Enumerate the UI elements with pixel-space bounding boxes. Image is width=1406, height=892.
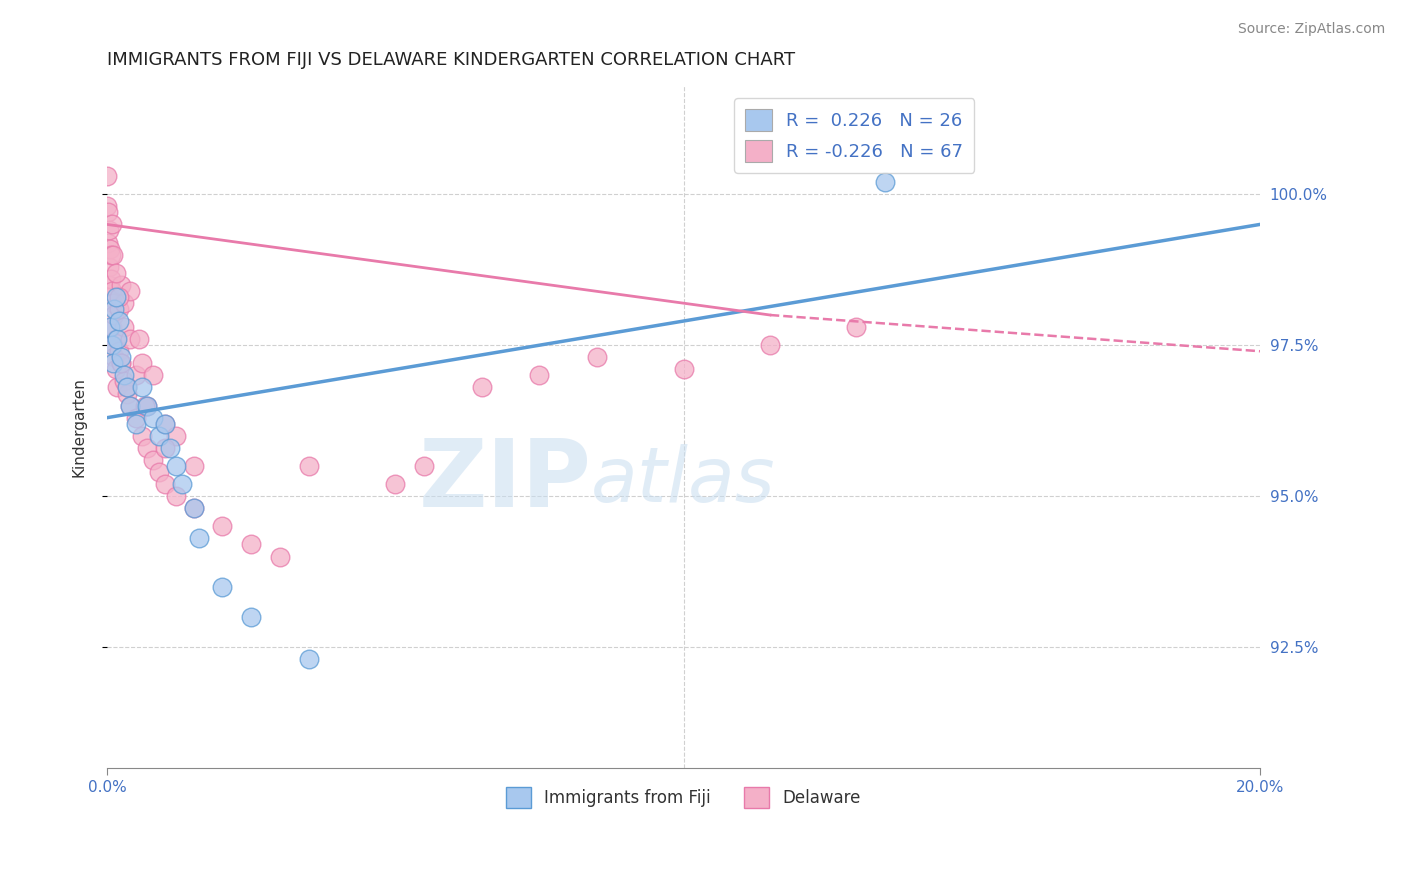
Point (142, 368, 165, 383)
Point (128, 332, 150, 346)
Point (97, 205, 120, 219)
Point (165, 458, 187, 473)
Point (759, 338, 782, 352)
Point (96, 199, 118, 213)
Point (107, 314, 129, 328)
Legend: Immigrants from Fiji, Delaware: Immigrants from Fiji, Delaware (499, 780, 868, 814)
Point (117, 386, 139, 401)
Point (110, 356, 132, 370)
Point (107, 380, 129, 394)
Point (107, 301, 129, 316)
Point (153, 477, 176, 491)
Point (104, 290, 127, 304)
Point (110, 277, 132, 292)
Point (298, 652, 321, 666)
Point (112, 375, 135, 389)
Point (153, 417, 176, 431)
Point (112, 368, 135, 383)
Point (875, 175, 897, 189)
Point (183, 501, 205, 516)
Point (471, 380, 494, 394)
Point (100, 218, 122, 232)
Point (98, 290, 121, 304)
Point (188, 532, 211, 546)
Point (110, 351, 132, 365)
Point (103, 301, 125, 316)
Point (131, 429, 153, 443)
Point (153, 441, 176, 455)
Point (120, 399, 142, 413)
Point (125, 368, 148, 383)
Point (100, 272, 122, 286)
Point (100, 338, 122, 352)
Text: Source: ZipAtlas.com: Source: ZipAtlas.com (1237, 22, 1385, 37)
Point (100, 284, 122, 298)
Point (170, 477, 193, 491)
Point (211, 580, 233, 594)
Point (100, 247, 122, 261)
Point (104, 332, 127, 346)
Point (100, 320, 122, 334)
Point (112, 296, 135, 310)
Point (165, 489, 187, 503)
Point (131, 380, 153, 394)
Point (125, 410, 148, 425)
Point (103, 308, 125, 322)
Point (136, 399, 159, 413)
Point (153, 417, 176, 431)
Point (120, 284, 142, 298)
Point (98, 242, 121, 256)
Point (101, 338, 124, 352)
Point (672, 362, 695, 376)
Point (148, 465, 170, 479)
Point (107, 344, 129, 359)
Point (142, 453, 165, 467)
Point (165, 429, 187, 443)
Text: ZIP: ZIP (419, 435, 592, 527)
Point (107, 290, 129, 304)
Point (413, 458, 436, 473)
Point (104, 362, 127, 376)
Text: IMMIGRANTS FROM FIJI VS DELAWARE KINDERGARTEN CORRELATION CHART: IMMIGRANTS FROM FIJI VS DELAWARE KINDERG… (107, 51, 796, 69)
Point (104, 266, 127, 280)
Point (240, 610, 263, 624)
Point (183, 458, 205, 473)
Point (107, 332, 129, 346)
Point (98, 277, 121, 292)
Point (120, 332, 142, 346)
Point (131, 356, 153, 370)
Point (101, 247, 124, 261)
Point (384, 477, 406, 491)
Point (97, 235, 120, 250)
Point (117, 380, 139, 394)
Point (117, 380, 139, 394)
Point (159, 441, 181, 455)
Point (98, 223, 121, 237)
Point (101, 356, 124, 370)
Point (240, 537, 263, 551)
Point (97, 260, 120, 274)
Point (269, 549, 291, 564)
Point (120, 399, 142, 413)
Point (110, 356, 132, 370)
Point (98, 320, 121, 334)
Y-axis label: Kindergarten: Kindergarten (72, 376, 86, 476)
Point (136, 441, 159, 455)
Point (183, 501, 205, 516)
Point (125, 417, 148, 431)
Point (148, 429, 170, 443)
Point (134, 399, 156, 413)
Point (101, 296, 124, 310)
Point (142, 410, 165, 425)
Point (112, 320, 135, 334)
Point (586, 351, 609, 365)
Point (211, 519, 233, 533)
Point (298, 458, 321, 473)
Point (136, 399, 159, 413)
Point (529, 368, 551, 383)
Text: atlas: atlas (592, 444, 776, 518)
Point (96, 169, 118, 183)
Point (103, 351, 125, 365)
Point (845, 320, 868, 334)
